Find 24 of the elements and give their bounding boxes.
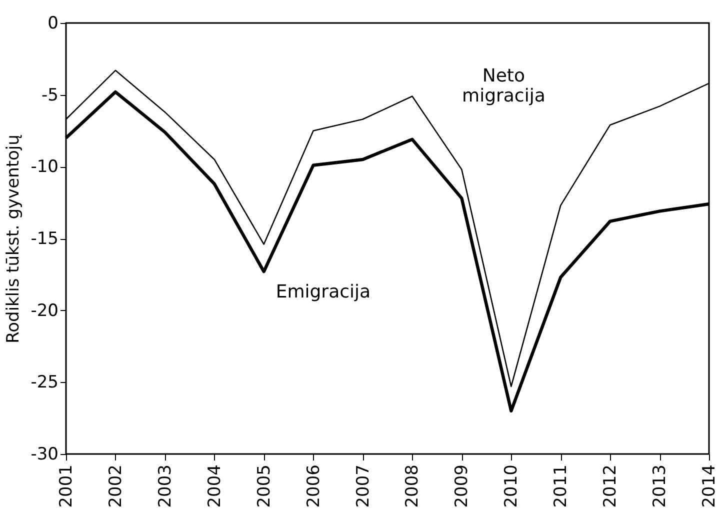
y-tick-label: -20 — [30, 300, 58, 321]
series-label: Emigracija — [276, 282, 371, 303]
x-tick-label: 2011 — [551, 464, 572, 508]
x-tick-label: 2012 — [600, 464, 621, 508]
x-tick-label: 2004 — [204, 464, 225, 508]
y-axis-title: Rodiklis tūkst. gyventojų — [4, 134, 24, 344]
y-tick-label: -25 — [30, 372, 58, 393]
x-tick-label: 2008 — [402, 464, 423, 508]
x-tick-label: 2006 — [304, 464, 324, 508]
y-tick-label: -15 — [30, 229, 58, 249]
x-tick-label: 2010 — [502, 464, 522, 508]
y-tick-label: -5 — [42, 85, 58, 106]
x-tick-label: 2002 — [106, 464, 126, 508]
x-tick-label: 2001 — [56, 464, 76, 508]
x-tick-label: 2005 — [254, 464, 274, 508]
series-label: Neto migracija — [462, 66, 546, 107]
x-tick-label: 2007 — [353, 464, 374, 508]
x-tick-label: 2013 — [650, 464, 670, 508]
x-tick-label: 2009 — [452, 464, 472, 508]
y-tick-label: -30 — [30, 444, 58, 464]
y-tick-label: 0 — [48, 14, 58, 34]
x-tick-label: 2014 — [700, 464, 720, 508]
y-tick-label: -10 — [30, 157, 58, 178]
x-tick-label: 2003 — [155, 464, 176, 508]
